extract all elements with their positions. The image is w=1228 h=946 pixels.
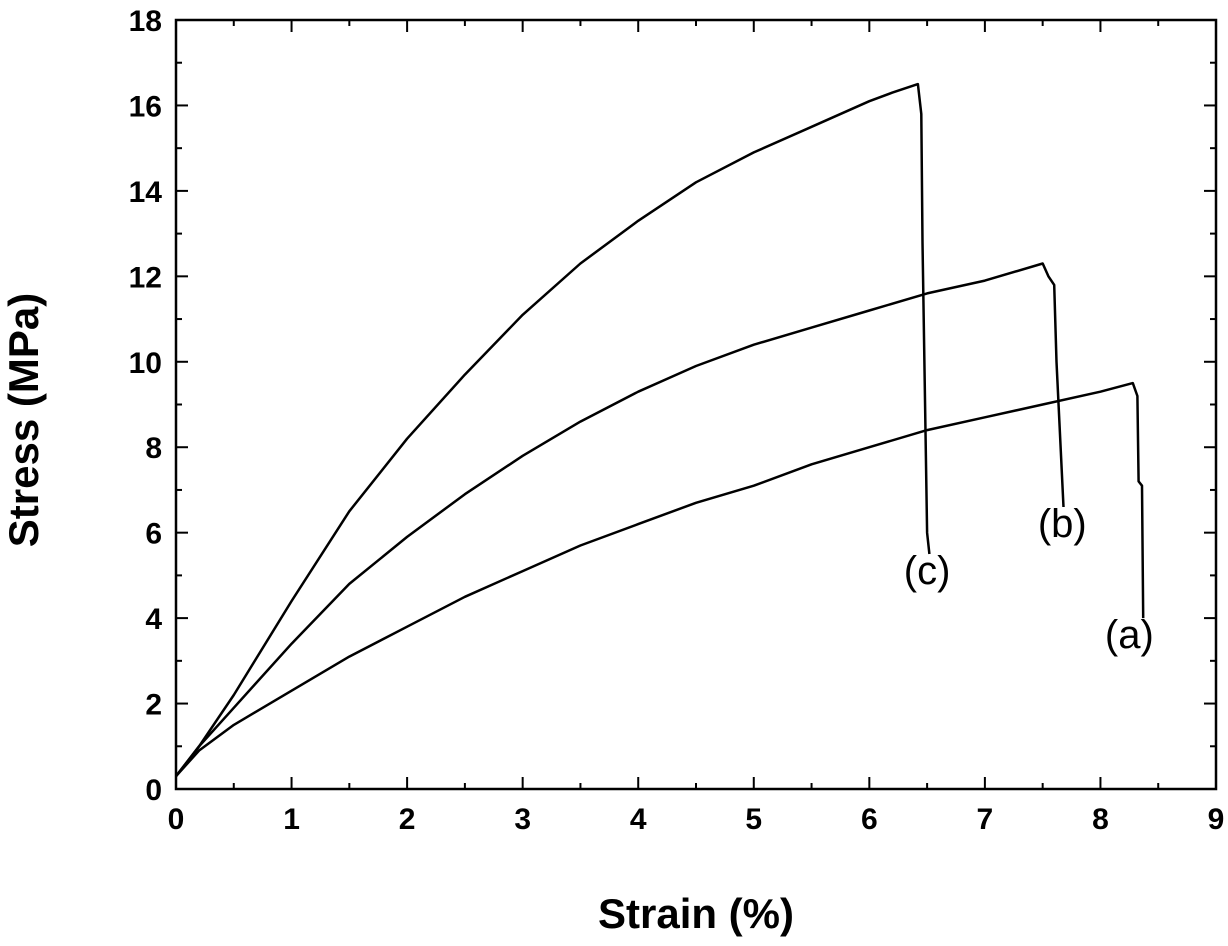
y-tick-label: 12 [129,261,162,294]
x-tick-label: 1 [283,803,300,836]
y-tick-label: 2 [145,689,162,722]
y-axis-title: Stress (MPa) [0,293,47,547]
x-axis-title: Strain (%) [598,890,794,937]
curve-label-a: (a) [1105,613,1154,657]
curves-layer [175,82,1145,778]
curve-a [175,381,1145,778]
labels-layer: (a) (b) (c) [904,502,1154,657]
x-tick-label: 5 [745,803,762,836]
x-tick-label: 0 [168,803,185,836]
y-tick-label: 10 [129,347,162,380]
y-tick-label: 18 [129,5,162,38]
curve-c [175,82,931,777]
curve-label-b: (b) [1038,502,1087,546]
y-tick-label: 6 [145,518,162,551]
x-tick-label: 6 [861,803,878,836]
y-tick-label: 16 [129,90,162,123]
curve-b [175,262,1065,777]
x-tick-label: 4 [630,803,647,836]
plot-frame [174,18,1218,791]
y-tick-label: 0 [145,774,162,807]
x-tick-label: 2 [399,803,416,836]
y-tick-label: 14 [129,176,163,209]
x-tick-label: 9 [1208,803,1225,836]
plot-area [174,18,1218,791]
curve-label-c: (c) [904,549,951,593]
y-tick-label: 8 [145,432,162,465]
y-tick-label: 4 [145,603,162,636]
x-tick-label: 7 [977,803,994,836]
x-tick-label: 8 [1092,803,1109,836]
x-tick-label: 3 [514,803,531,836]
